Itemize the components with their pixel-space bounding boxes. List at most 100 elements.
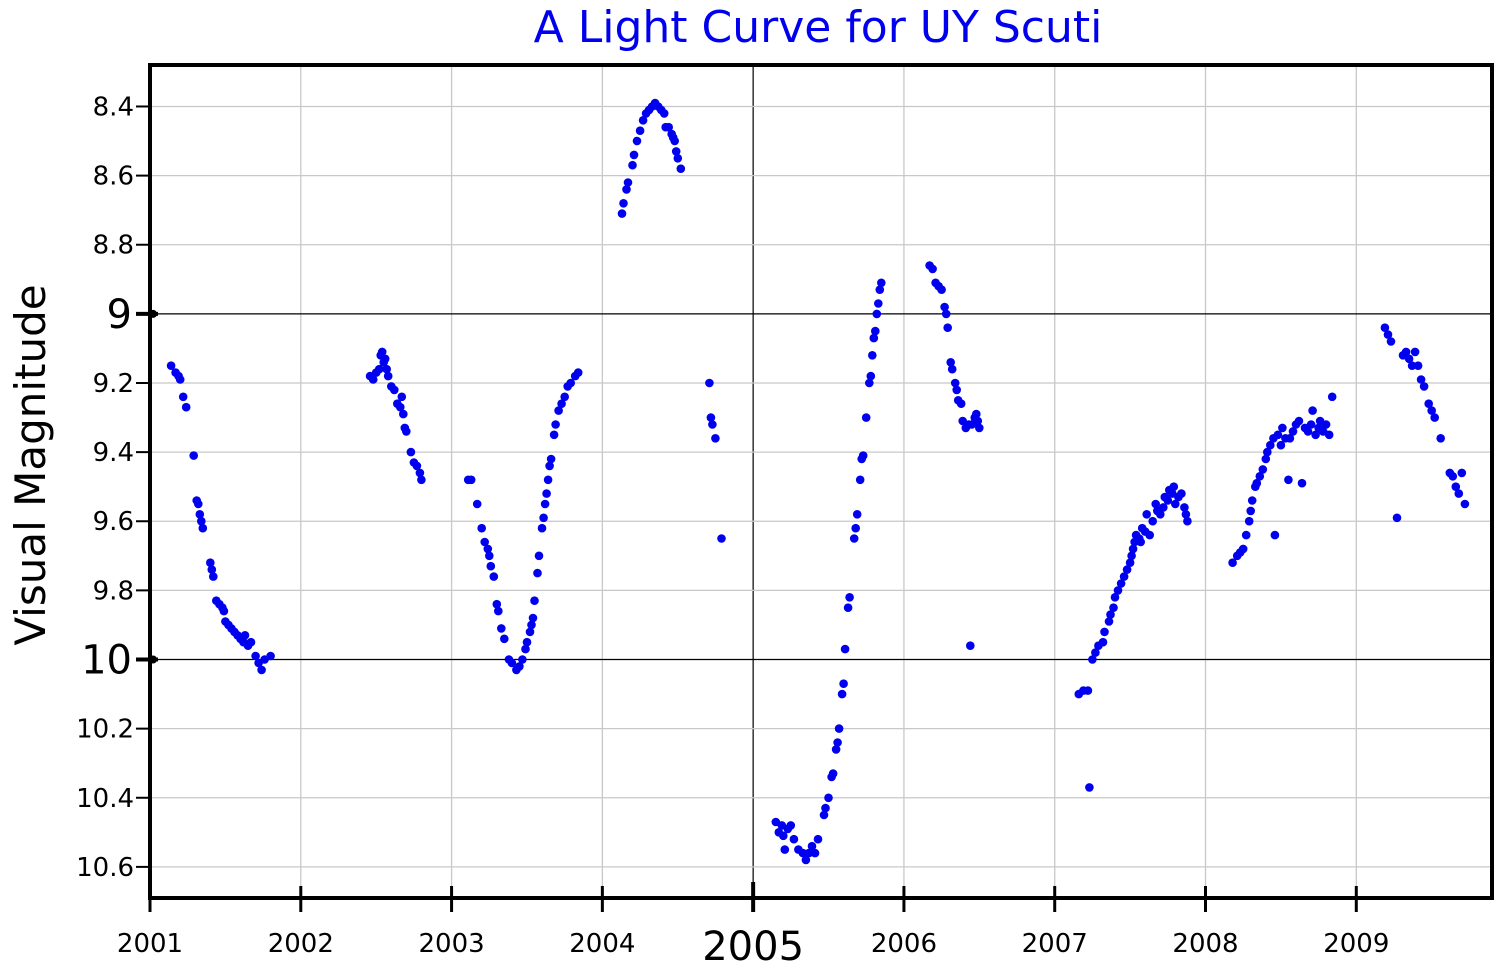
data-point [671,147,681,156]
data-point [950,378,960,388]
data-point [500,634,509,644]
data-point [845,593,854,602]
y-tick-label: 8.4 [93,92,134,122]
data-point [466,475,476,485]
data-point [209,572,218,581]
data-point [195,510,205,519]
data-point [1380,323,1390,333]
data-point [549,430,559,440]
data-point [198,523,208,533]
data-point [1306,420,1316,429]
data-point [521,644,530,654]
data-point [831,745,841,754]
data-point [946,358,955,367]
data-point [240,631,250,640]
x-tick-label: 2007 [1022,929,1088,959]
grid-lines [149,65,1492,898]
data-point [560,392,569,402]
data-point [622,185,631,194]
data-point [1451,482,1461,492]
data-point [1100,627,1109,637]
data-point [1284,475,1293,485]
x-tick-label: 2001 [117,929,183,959]
x-tick-label: 2002 [268,929,334,959]
data-point [530,596,539,605]
data-point [557,399,566,409]
data-points [166,98,1470,865]
data-point [1392,513,1402,523]
data-point [1252,478,1262,488]
data-point [1247,496,1257,505]
data-point [877,278,886,288]
data-point [1085,783,1094,792]
data-point [1181,510,1191,519]
data-point [943,323,952,333]
data-point [406,447,416,457]
data-point [821,803,830,813]
chart-title: A Light Curve for UY Scuti [534,2,1103,53]
data-point [1125,558,1135,567]
data-point [828,769,838,778]
data-point [1104,617,1114,626]
data-point [1297,478,1307,488]
data-point [380,354,390,364]
data-point [807,841,817,851]
y-tick-label: 10.6 [76,853,134,883]
data-point [515,662,524,671]
data-point [617,209,627,218]
data-point [1460,499,1470,509]
data-point [1255,472,1265,481]
data-point [1308,406,1317,415]
data-point [1116,579,1126,588]
data-point [1419,382,1429,391]
data-point [537,523,547,533]
y-tick-label: 9.6 [93,507,134,537]
data-point [1127,551,1136,561]
data-point [1171,499,1180,509]
data-point [875,285,885,295]
data-point [483,544,493,554]
data-point [1083,686,1093,695]
data-point [780,845,790,854]
data-point [1457,468,1467,478]
data-point [810,848,820,858]
data-point [855,475,865,485]
data-point [804,848,814,858]
data-point [940,302,949,312]
data-point [1276,440,1286,450]
data-point [1273,430,1283,440]
data-point [1327,392,1337,402]
data-point [717,534,726,543]
data-point [635,126,645,135]
data-point [1177,489,1186,498]
data-point [1416,375,1426,384]
data-point [522,637,532,647]
data-point [947,364,957,374]
data-point [472,499,482,509]
data-point [676,164,686,173]
data-point [1454,489,1464,498]
data-point [1404,354,1414,364]
data-point [868,351,877,360]
y-tick-label: 9.2 [93,369,134,399]
data-point [834,724,844,733]
data-point [551,420,560,429]
data-point [1294,416,1304,426]
data-point [1427,406,1436,415]
axis-ticks [136,105,1358,912]
data-point [543,475,553,485]
data-point [705,378,714,388]
data-point [525,627,535,637]
data-point [670,136,679,146]
data-point [623,178,633,187]
data-point [849,534,859,543]
data-point [1413,361,1423,371]
data-point [492,599,502,609]
data-point [798,848,808,858]
data-point [485,551,494,561]
data-point [390,385,399,395]
data-point [1261,454,1271,464]
data-point [1159,503,1168,512]
plot-frame [148,63,1494,900]
data-point [573,368,583,377]
